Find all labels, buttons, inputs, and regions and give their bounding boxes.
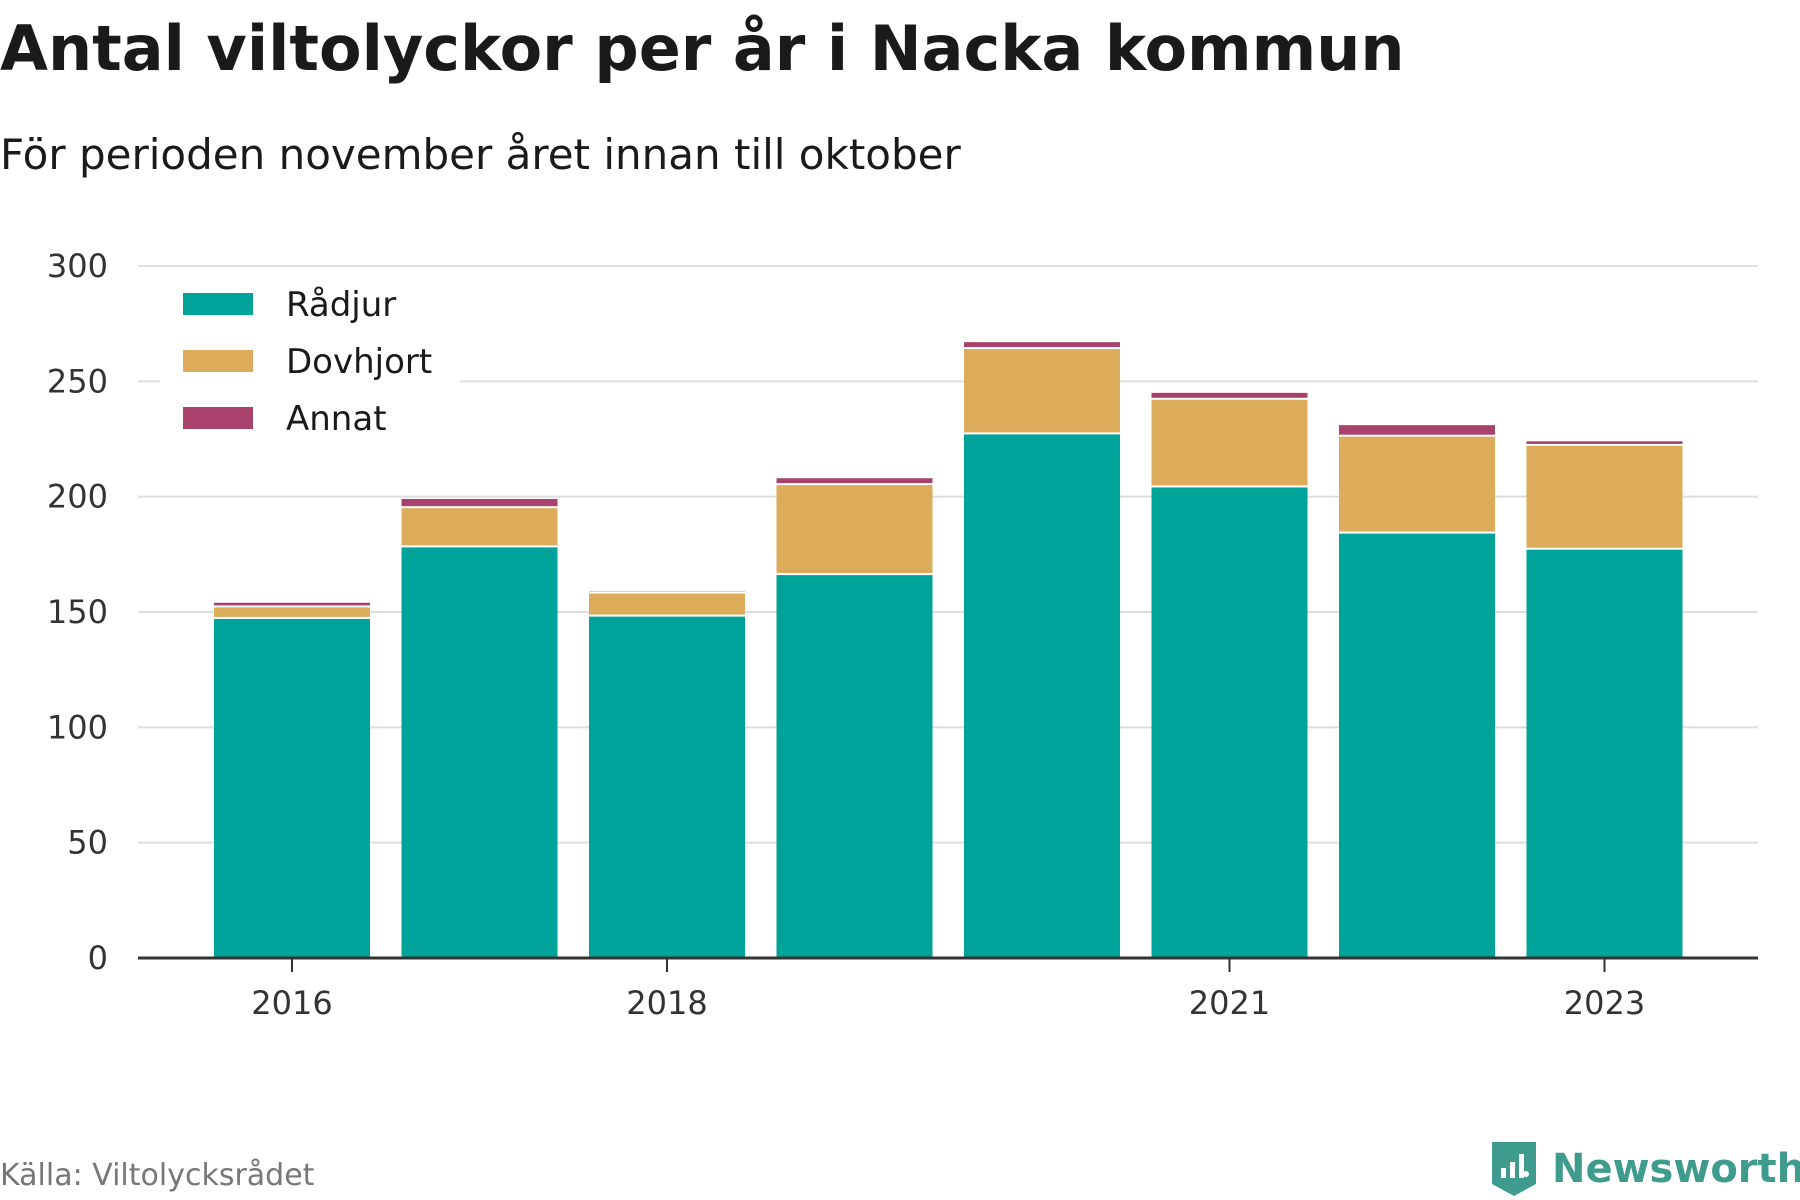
bar-segment-dovhjort bbox=[1151, 399, 1308, 486]
legend-label: Dovhjort bbox=[286, 342, 432, 382]
bar-segment-dovhjort bbox=[214, 607, 370, 617]
legend-label: Rådjur bbox=[286, 285, 396, 325]
y-tick-label: 100 bbox=[47, 708, 108, 746]
bar-segment-annat bbox=[214, 602, 370, 606]
bar-segment-annat bbox=[776, 478, 933, 484]
chart-title: Antal viltolyckor per år i Nacka kommun bbox=[0, 12, 1405, 85]
y-tick-label: 0 bbox=[88, 939, 108, 977]
bar-segment-annat bbox=[964, 342, 1120, 348]
bar-segment-rådjur bbox=[1526, 549, 1683, 958]
legend-label: Annat bbox=[286, 399, 387, 439]
bar-segment-annat bbox=[1526, 441, 1683, 444]
chart-subtitle: För perioden november året innan till ok… bbox=[0, 130, 961, 179]
y-tick-label: 50 bbox=[67, 824, 108, 862]
y-tick-labels: 0 50 100 150 200 250 300 bbox=[47, 247, 108, 977]
y-tick-label: 150 bbox=[47, 593, 108, 631]
bar-segment-rådjur bbox=[589, 616, 745, 958]
legend-swatch-rådjur bbox=[183, 293, 253, 315]
y-tick-label: 200 bbox=[47, 478, 108, 516]
bar-segment-rådjur bbox=[776, 575, 933, 958]
bar-segment-annat bbox=[1339, 425, 1495, 435]
x-tick-label: 2018 bbox=[626, 984, 707, 1022]
bar-segment-dovhjort bbox=[401, 508, 558, 546]
bar-segment-dovhjort bbox=[776, 485, 933, 574]
bar-segment-dovhjort bbox=[1339, 436, 1495, 532]
x-tick-labels: 2016 2018 2021 2023 bbox=[251, 958, 1645, 1022]
newsworthy-logo-icon bbox=[1492, 1142, 1536, 1196]
y-tick-label: 300 bbox=[47, 247, 108, 285]
brand-name: Newsworthy bbox=[1552, 1146, 1800, 1192]
bar-segment-rådjur bbox=[1339, 533, 1495, 958]
bar-segment-annat bbox=[401, 498, 558, 507]
bar-segment-dovhjort bbox=[589, 593, 745, 615]
legend-swatch-annat bbox=[183, 407, 253, 429]
legend: Rådjur Dovhjort Annat bbox=[160, 270, 460, 448]
bar-segment-rådjur bbox=[964, 434, 1120, 958]
y-tick-label: 250 bbox=[47, 362, 108, 400]
bar-segment-dovhjort bbox=[964, 349, 1120, 433]
x-tick-label: 2021 bbox=[1189, 984, 1270, 1022]
x-tick-label: 2016 bbox=[251, 984, 332, 1022]
source-note: Källa: Viltolycksrådet bbox=[0, 1158, 315, 1193]
x-tick-label: 2023 bbox=[1564, 984, 1645, 1022]
bar-segment-annat bbox=[1151, 392, 1308, 398]
bar-segment-rådjur bbox=[214, 618, 370, 958]
bars bbox=[214, 342, 1683, 958]
bar-segment-dovhjort bbox=[1526, 445, 1683, 548]
bar-segment-rådjur bbox=[1151, 487, 1308, 958]
stacked-bar-chart: 0 50 100 150 200 250 300 2016 2018 2021 2023 Rådj… bbox=[47, 247, 1758, 1022]
legend-swatch-dovhjort bbox=[183, 350, 253, 372]
bar-segment-rådjur bbox=[401, 547, 558, 958]
brand-logo: Newsworthy bbox=[1490, 1140, 1800, 1198]
